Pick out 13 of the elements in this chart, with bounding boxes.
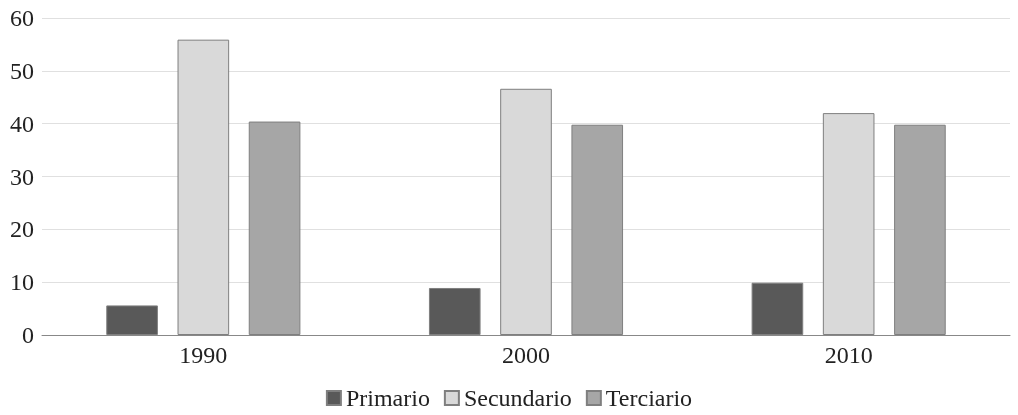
y-tick-label: 40 (10, 110, 34, 137)
y-tick-label: 60 (10, 5, 34, 31)
y-tick-label: 30 (10, 163, 34, 190)
y-tick-label: 0 (22, 322, 34, 348)
legend-label: Primario (345, 385, 430, 411)
y-tick-label: 20 (10, 216, 34, 243)
y-tick-label: 10 (10, 269, 34, 296)
x-tick-label: 1990 (179, 342, 228, 368)
x-tick-label: 2000 (502, 342, 550, 368)
legend-label: Secundario (463, 385, 572, 411)
y-tick-label: 50 (10, 57, 34, 84)
legend-label: Terciario (605, 385, 693, 411)
x-tick-label: 2010 (824, 342, 873, 368)
